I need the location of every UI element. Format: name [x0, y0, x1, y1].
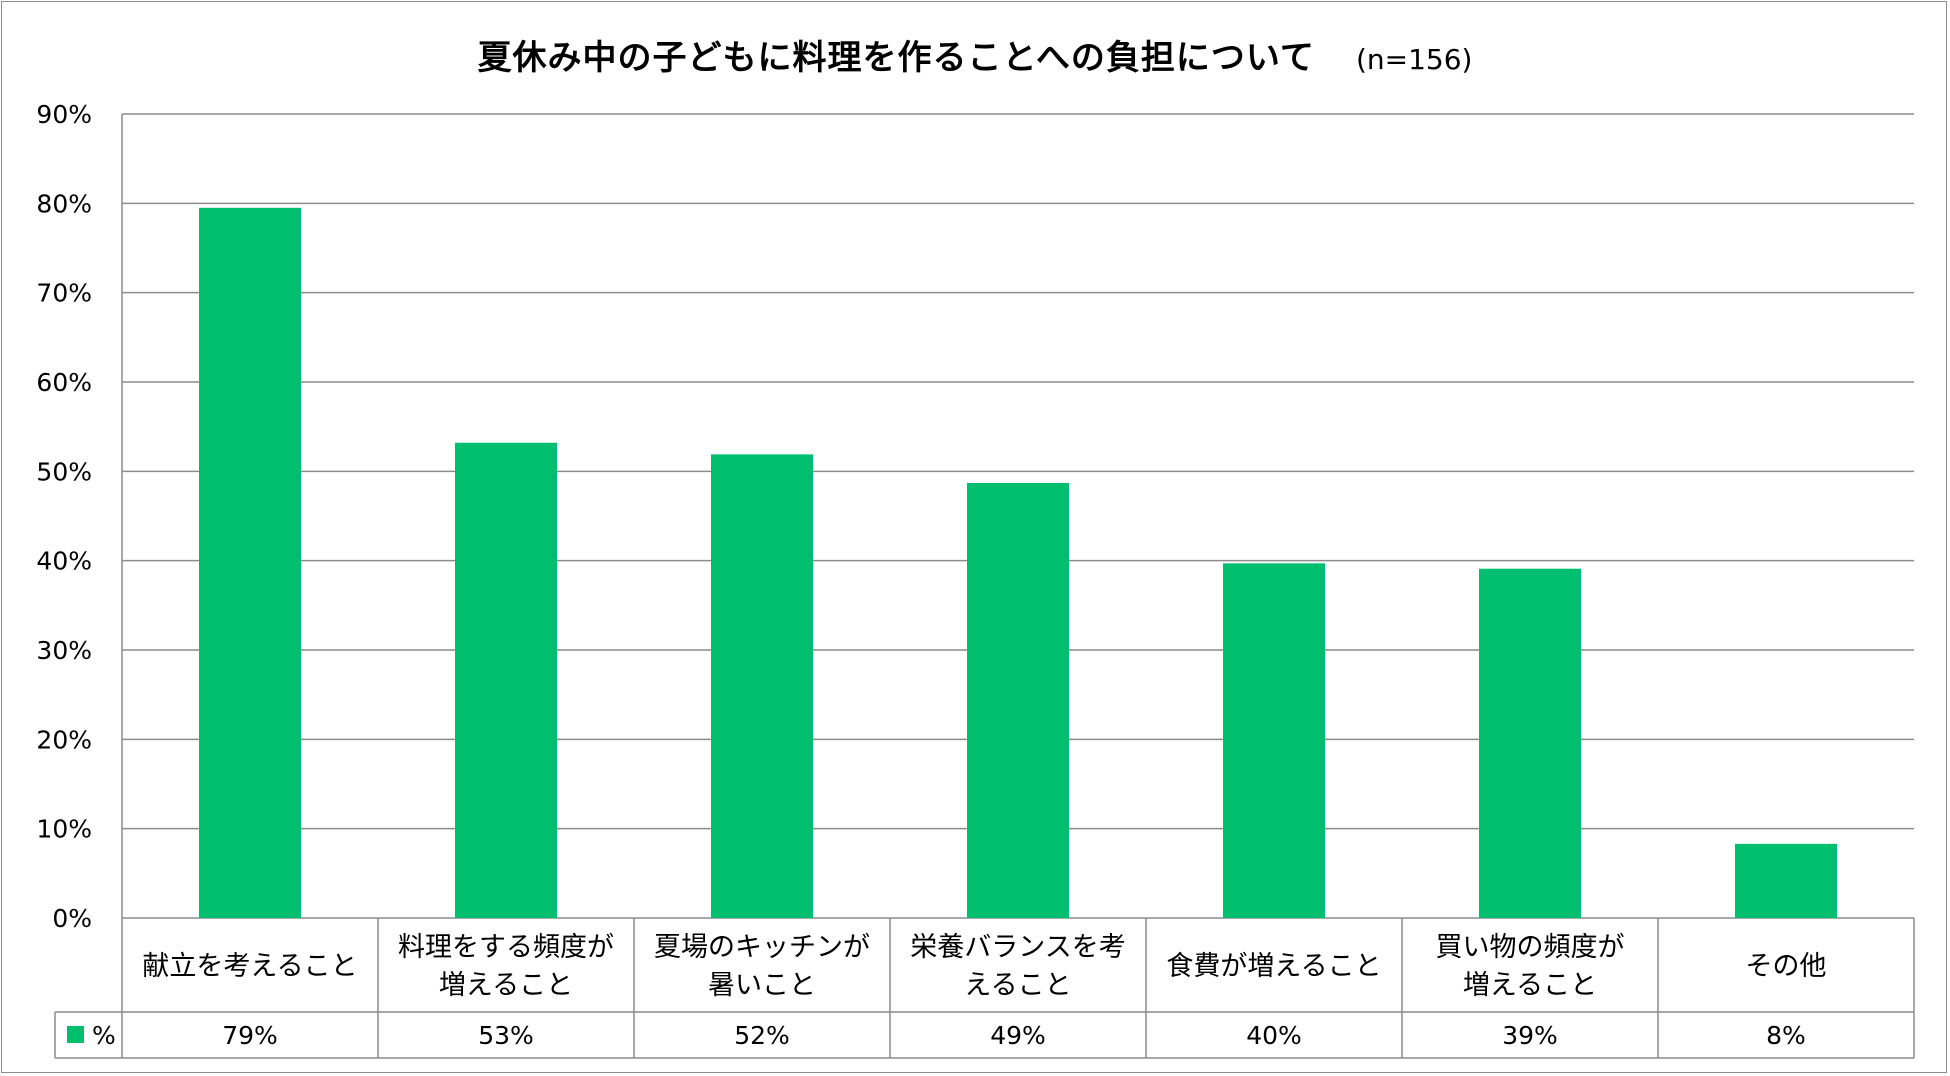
category-label: 栄養バランスを考: [910, 932, 1125, 963]
y-tick-label: 0%: [52, 904, 92, 933]
category-label: その他: [1746, 951, 1827, 982]
bar: [967, 482, 1069, 918]
category-label: えること: [964, 970, 1071, 1001]
category-label: 献立を考えること: [142, 951, 357, 982]
legend-swatch: [67, 1026, 84, 1043]
y-tick-label: 20%: [36, 725, 92, 754]
chart-title: 夏休み中の子どもに料理を作ることへの負担について: [477, 38, 1315, 78]
data-label: 52%: [734, 1021, 790, 1050]
category-label: 増えること: [1463, 970, 1597, 1001]
y-tick-label: 80%: [36, 189, 92, 218]
y-tick-label: 10%: [36, 815, 92, 844]
y-tick-label: 60%: [36, 368, 92, 397]
data-label: 39%: [1502, 1021, 1558, 1050]
data-label: 8%: [1766, 1021, 1806, 1050]
category-label: 料理をする頻度が: [398, 932, 614, 963]
y-tick-label: 40%: [36, 547, 92, 576]
category-label: 食費が増えること: [1166, 951, 1381, 982]
data-label: 49%: [990, 1021, 1046, 1050]
category-label: 暑いこと: [708, 970, 816, 1001]
y-tick-label: 50%: [36, 457, 92, 486]
bar: [455, 442, 557, 918]
bar: [711, 454, 813, 918]
category-label: 買い物の頻度が: [1436, 932, 1625, 963]
y-tick-label: 30%: [36, 636, 92, 665]
y-tick-label: 70%: [36, 279, 92, 308]
bar: [1735, 843, 1837, 918]
category-label: 増えること: [439, 970, 573, 1001]
data-label: 40%: [1246, 1021, 1302, 1050]
y-tick-label: 90%: [36, 100, 92, 129]
bar: [1223, 563, 1325, 918]
data-label: 53%: [478, 1021, 534, 1050]
data-label: 79%: [222, 1021, 278, 1050]
chart-subtitle: (n=156): [1355, 43, 1473, 76]
bar: [199, 207, 301, 919]
bar: [1479, 568, 1581, 918]
chart-title-area: 夏休み中の子どもに料理を作ることへの負担について (n=156): [0, 30, 1950, 79]
legend-label: %: [92, 1021, 116, 1050]
category-label: 夏場のキッチンが: [654, 932, 870, 963]
